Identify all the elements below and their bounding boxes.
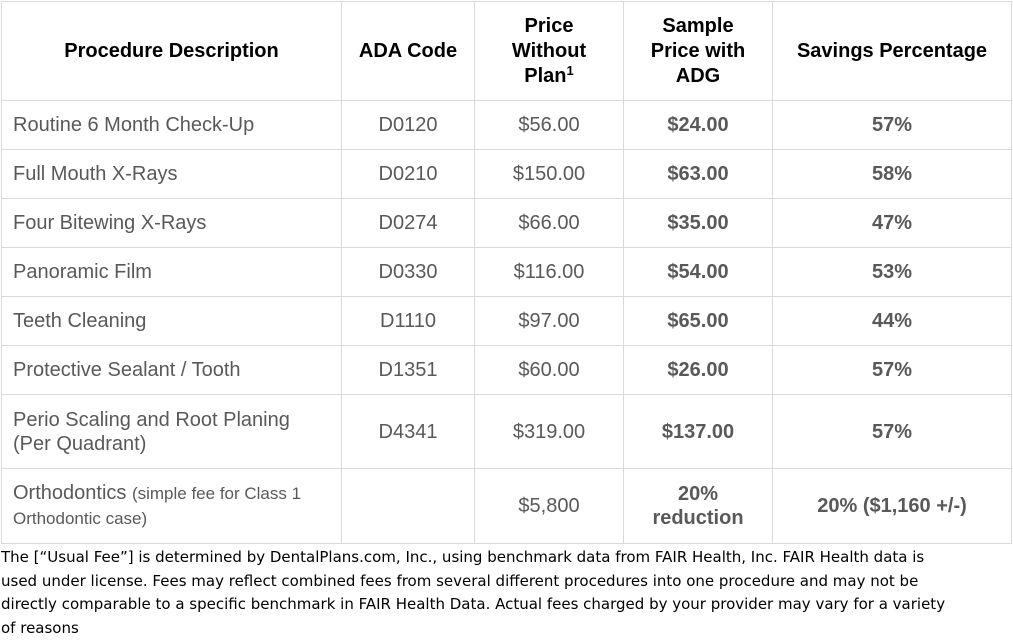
sample-price: $63.00 — [623, 149, 773, 199]
header-sample-line3: ADG — [675, 64, 721, 87]
price-without-plan: $56.00 — [474, 100, 624, 150]
header-price-without-plan: Price Without Plan1 — [474, 1, 624, 101]
price-without-plan: $97.00 — [474, 296, 624, 346]
footnote-line1: The [“Usual Fee”] is determined by Denta… — [1, 548, 925, 566]
procedure-description-main: Orthodontics — [13, 482, 127, 504]
sample-price: $26.00 — [623, 345, 773, 395]
table-row: Teeth Cleaning D1110 $97.00 $65.00 44% — [1, 296, 1012, 346]
header-row: Procedure Description ADA Code Price Wit… — [1, 1, 1012, 101]
table-row: Perio Scaling and Root Planing (Per Quad… — [1, 394, 1012, 469]
footnote-line3: directly comparable to a specific benchm… — [1, 595, 946, 613]
savings-percentage: 58% — [772, 149, 1012, 199]
procedure-description-line1: Perio Scaling and Root Planing — [13, 408, 290, 431]
table-row: Full Mouth X-Rays D0210 $150.00 $63.00 5… — [1, 149, 1012, 199]
ada-code: D0274 — [341, 198, 475, 248]
sample-price: 20% reduction — [623, 468, 773, 544]
ada-code: D0120 — [341, 100, 475, 150]
sample-price: $137.00 — [623, 394, 773, 469]
footnote: The [“Usual Fee”] is determined by Denta… — [1, 546, 951, 640]
header-price-line2: Without — [511, 39, 587, 62]
ada-code: D1110 — [341, 296, 475, 346]
procedure-description: Orthodontics (simple fee for Class 1 Ort… — [1, 468, 342, 544]
table-row: Routine 6 Month Check-Up D0120 $56.00 $2… — [1, 100, 1012, 150]
savings-percentage: 47% — [772, 198, 1012, 248]
savings-percentage: 57% — [772, 100, 1012, 150]
procedure-description: Full Mouth X-Rays — [1, 149, 342, 199]
sample-price: $54.00 — [623, 247, 773, 297]
procedure-description-line2: (Per Quadrant) — [13, 432, 147, 455]
pricing-table: Procedure Description ADA Code Price Wit… — [1, 1, 1012, 544]
sample-price-line2: reduction — [652, 507, 744, 529]
procedure-description-note-line1: (simple fee for Class 1 — [131, 484, 302, 503]
footnote-line4: of reasons — [1, 618, 79, 637]
savings-percentage: 57% — [772, 394, 1012, 469]
table-row: Orthodontics (simple fee for Class 1 Ort… — [1, 468, 1012, 544]
header-procedure-description: Procedure Description — [1, 1, 342, 101]
ada-code: D4341 — [341, 394, 475, 469]
ada-code: D1351 — [341, 345, 475, 395]
sample-price: $24.00 — [623, 100, 773, 150]
procedure-description: Perio Scaling and Root Planing (Per Quad… — [1, 394, 342, 469]
price-without-plan: $60.00 — [474, 345, 624, 395]
sample-price-line1: 20% — [677, 483, 719, 505]
header-price-line1: Price — [524, 14, 574, 37]
header-sample-line1: Sample — [662, 14, 734, 37]
procedure-description: Panoramic Film — [1, 247, 342, 297]
procedure-description: Teeth Cleaning — [1, 296, 342, 346]
table-row: Panoramic Film D0330 $116.00 $54.00 53% — [1, 247, 1012, 297]
footnote-marker: 1 — [566, 62, 574, 78]
savings-percentage: 53% — [772, 247, 1012, 297]
sample-price: $65.00 — [623, 296, 773, 346]
savings-percentage: 44% — [772, 296, 1012, 346]
price-without-plan: $150.00 — [474, 149, 624, 199]
procedure-description: Routine 6 Month Check-Up — [1, 100, 342, 150]
header-savings-percentage: Savings Percentage — [772, 1, 1012, 101]
price-without-plan: $66.00 — [474, 198, 624, 248]
sample-price: $35.00 — [623, 198, 773, 248]
header-sample-price: Sample Price with ADG — [623, 1, 773, 101]
header-ada-code: ADA Code — [341, 1, 475, 101]
procedure-description-note-line2: Orthodontic case) — [13, 509, 148, 528]
savings-percentage: 20% ($1,160 +/-) — [772, 468, 1012, 544]
price-without-plan: $319.00 — [474, 394, 624, 469]
table-row: Four Bitewing X-Rays D0274 $66.00 $35.00… — [1, 198, 1012, 248]
procedure-description: Protective Sealant / Tooth — [1, 345, 342, 395]
ada-code: D0210 — [341, 149, 475, 199]
header-sample-line2: Price with — [650, 39, 746, 62]
ada-code: D0330 — [341, 247, 475, 297]
savings-percentage: 57% — [772, 345, 1012, 395]
procedure-description: Four Bitewing X-Rays — [1, 198, 342, 248]
price-without-plan: $5,800 — [474, 468, 624, 544]
header-price-line3: Plan — [524, 64, 567, 87]
footnote-line2: used under license. Fees may reflect com… — [1, 571, 919, 590]
price-without-plan: $116.00 — [474, 247, 624, 297]
table-row: Protective Sealant / Tooth D1351 $60.00 … — [1, 345, 1012, 395]
ada-code — [341, 468, 475, 544]
